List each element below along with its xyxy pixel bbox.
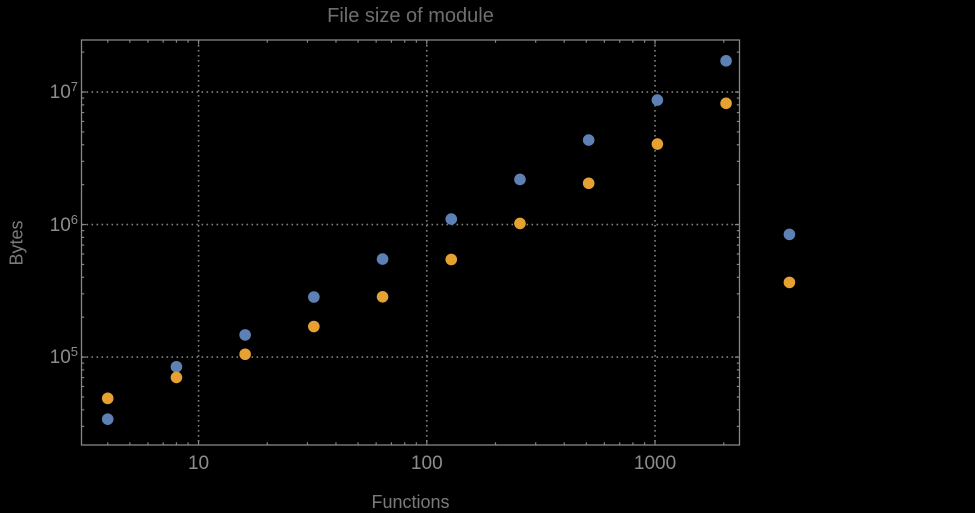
- y-tick-label: 106: [50, 211, 78, 236]
- data-point-series-blue: [308, 291, 320, 303]
- data-point-series-orange: [445, 253, 458, 266]
- y-tick-base: 10: [49, 214, 71, 236]
- data-point-series-blue: [651, 94, 664, 106]
- y-tick-exponent: 7: [70, 78, 78, 94]
- y-axis-label: Bytes: [6, 220, 27, 266]
- y-tick-base: 10: [49, 82, 71, 104]
- data-point-series-orange: [651, 138, 664, 150]
- x-tick-label: 1000: [633, 453, 677, 474]
- data-point-series-blue: [445, 213, 458, 225]
- x-axis-label: Functions: [371, 492, 450, 512]
- data-point-series-blue: [376, 253, 389, 265]
- data-point-series-blue: [239, 329, 251, 341]
- data-point-series-orange: [582, 177, 595, 190]
- x-tick-label: 100: [410, 453, 443, 474]
- data-point-series-orange: [514, 217, 526, 230]
- data-point-series-blue: [582, 134, 595, 146]
- plot-frame: [80, 39, 741, 446]
- y-tick-exponent: 6: [70, 211, 78, 227]
- data-point-series-blue: [720, 55, 732, 67]
- x-tick-label: 10: [187, 453, 210, 474]
- data-point-series-blue: [101, 413, 114, 425]
- data-point-series-blue: [783, 228, 796, 241]
- data-point-series-orange: [783, 276, 796, 289]
- data-point-series-blue: [514, 173, 526, 186]
- data-point-series-orange: [308, 320, 320, 333]
- data-point-series-orange: [101, 392, 114, 405]
- y-tick-label: 107: [50, 79, 78, 104]
- y-tick-exponent: 5: [70, 343, 78, 359]
- data-point-series-blue: [170, 360, 183, 373]
- y-tick-base: 10: [49, 347, 71, 369]
- y-tick-label: 105: [50, 344, 78, 369]
- data-point-series-orange: [170, 371, 183, 384]
- plot-title: File size of module: [327, 5, 494, 27]
- data-point-series-orange: [720, 97, 732, 110]
- data-point-series-orange: [376, 290, 389, 303]
- data-point-series-orange: [239, 348, 251, 361]
